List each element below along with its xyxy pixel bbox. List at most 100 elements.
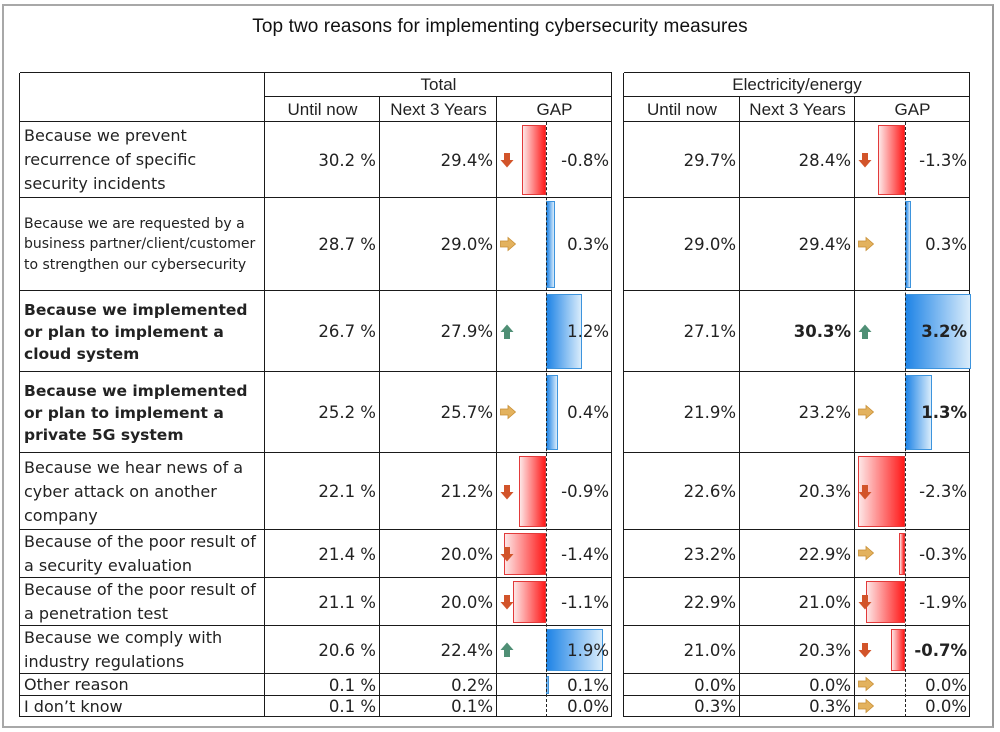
column-divider bbox=[379, 97, 381, 717]
row-divider bbox=[20, 529, 612, 531]
gap-value: -1.4% bbox=[561, 544, 609, 564]
arrow-right-icon bbox=[499, 404, 517, 422]
column-header-total-1: Next 3 Years bbox=[390, 99, 487, 119]
gap-value: -0.8% bbox=[561, 150, 609, 170]
until-now-value: 21.1 % bbox=[318, 592, 376, 612]
next-3-years-value: 27.9% bbox=[440, 322, 493, 341]
gap-bar bbox=[513, 581, 546, 623]
until-now-value: 0.1 % bbox=[328, 697, 376, 716]
next-3-years-value: 29.4% bbox=[440, 150, 493, 170]
until-now-value: 27.1% bbox=[683, 322, 736, 341]
row-divider bbox=[20, 695, 612, 697]
next-3-years-value: 30.3% bbox=[793, 322, 851, 341]
table-border-top bbox=[20, 72, 612, 74]
next-3-years-value: 0.3% bbox=[809, 697, 851, 716]
arrow-right-icon bbox=[857, 236, 875, 254]
column-header-energy-2: GAP bbox=[894, 99, 931, 119]
row-divider bbox=[20, 625, 612, 627]
chart-title: Top two reasons for implementing cyberse… bbox=[252, 16, 748, 37]
arrow-up-icon bbox=[499, 323, 515, 341]
row-label: Because we are requested by a business p… bbox=[24, 215, 256, 273]
gap-zero-axis bbox=[905, 122, 906, 717]
next-3-years-value: 20.3% bbox=[798, 482, 851, 501]
arrow-down-icon bbox=[499, 593, 515, 611]
gap-value: -1.9% bbox=[919, 592, 967, 612]
header-divider bbox=[624, 96, 970, 98]
gap-value: 1.3% bbox=[921, 403, 967, 422]
gap-value: -2.3% bbox=[919, 482, 967, 501]
row-label: Because of the poor result of a security… bbox=[24, 532, 256, 575]
group-header-energy: Electricity/energy bbox=[732, 75, 862, 94]
gap-bar bbox=[905, 294, 971, 369]
arrow-right-icon bbox=[499, 236, 517, 254]
row-divider bbox=[20, 290, 612, 292]
until-now-value: 23.2% bbox=[683, 544, 736, 564]
gap-value: -0.7% bbox=[914, 640, 967, 660]
row-divider bbox=[20, 673, 612, 675]
until-now-value: 28.7 % bbox=[318, 235, 376, 254]
gap-bar bbox=[878, 125, 905, 195]
until-now-value: 25.2 % bbox=[318, 403, 376, 422]
arrow-right-icon bbox=[857, 545, 875, 563]
gap-zero-axis bbox=[546, 122, 547, 717]
gap-value: 0.0% bbox=[567, 697, 609, 716]
gap-value: 0.3% bbox=[567, 235, 609, 254]
row-divider bbox=[624, 290, 970, 292]
row-divider bbox=[20, 197, 612, 199]
next-3-years-value: 21.2% bbox=[440, 482, 493, 501]
next-3-years-value: 0.2% bbox=[451, 675, 493, 695]
gap-bar bbox=[890, 629, 905, 671]
row-label: Because of the poor result of a penetrat… bbox=[24, 580, 256, 623]
chart-frame bbox=[2, 4, 994, 728]
table-border-right bbox=[969, 73, 971, 717]
gap-bar bbox=[519, 456, 546, 527]
until-now-value: 22.1 % bbox=[318, 482, 376, 501]
arrow-down-icon bbox=[857, 593, 873, 611]
next-3-years-value: 29.0% bbox=[440, 235, 493, 254]
until-now-value: 0.3% bbox=[694, 697, 736, 716]
until-now-value: 21.9% bbox=[683, 403, 736, 422]
gap-bar bbox=[866, 581, 905, 623]
next-3-years-value: 28.4% bbox=[798, 150, 851, 170]
next-3-years-value: 20.3% bbox=[798, 640, 851, 660]
row-divider bbox=[624, 529, 970, 531]
until-now-value: 21.4 % bbox=[318, 544, 376, 564]
row-divider bbox=[624, 197, 970, 199]
row-divider bbox=[624, 716, 970, 718]
next-3-years-value: 29.4% bbox=[798, 235, 851, 254]
next-3-years-value: 0.1% bbox=[451, 697, 493, 716]
arrow-right-icon bbox=[857, 698, 875, 716]
row-label: Because we implemented or plan to implem… bbox=[24, 300, 248, 363]
gap-value: 0.3% bbox=[925, 235, 967, 254]
row-label: I don’t know bbox=[24, 696, 123, 716]
arrow-up-icon bbox=[857, 323, 873, 341]
column-header-total-0: Until now bbox=[287, 99, 358, 119]
next-3-years-value: 22.4% bbox=[440, 640, 493, 660]
next-3-years-value: 21.0% bbox=[798, 592, 851, 612]
arrow-down-icon bbox=[499, 483, 515, 501]
until-now-value: 29.0% bbox=[683, 235, 736, 254]
row-label: Because we implemented or plan to implem… bbox=[24, 381, 248, 444]
arrow-down-icon bbox=[857, 151, 873, 169]
until-now-value: 26.7 % bbox=[318, 322, 376, 341]
table-border-left bbox=[623, 73, 625, 717]
row-divider bbox=[624, 577, 970, 579]
header-divider bbox=[265, 96, 612, 98]
until-now-value: 0.0% bbox=[694, 675, 736, 695]
row-divider bbox=[20, 716, 612, 718]
until-now-value: 30.2 % bbox=[318, 150, 376, 170]
group-header-total: Total bbox=[420, 75, 457, 94]
until-now-value: 20.6 % bbox=[318, 640, 376, 660]
table-border-left bbox=[19, 73, 21, 717]
arrow-down-icon bbox=[499, 545, 515, 563]
arrow-right-icon bbox=[857, 404, 875, 422]
column-divider bbox=[496, 97, 498, 717]
gap-value: 1.9% bbox=[567, 640, 609, 660]
row-label: Because we comply with industry regulati… bbox=[24, 628, 223, 671]
gap-value: -1.1% bbox=[561, 592, 609, 612]
arrow-down-icon bbox=[857, 483, 873, 501]
row-divider bbox=[624, 625, 970, 627]
column-header-energy-1: Next 3 Years bbox=[749, 99, 846, 119]
until-now-value: 0.1 % bbox=[328, 675, 376, 695]
table-border-right bbox=[611, 73, 613, 717]
